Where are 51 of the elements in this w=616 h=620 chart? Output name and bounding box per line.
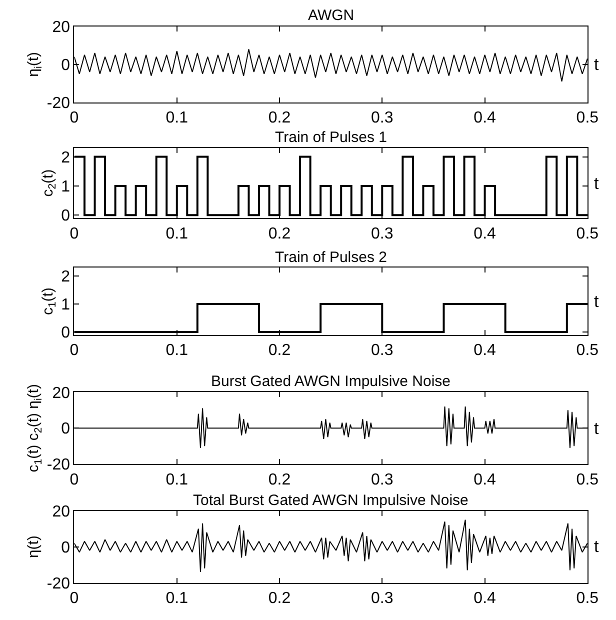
x-tick-label: 0.5 — [576, 471, 599, 488]
x-tick-label: 0.4 — [474, 110, 496, 127]
x-tick-label: 0.3 — [371, 342, 394, 359]
x-tick-label: 0.5 — [576, 590, 599, 607]
y-tick-label: 0 — [61, 420, 70, 438]
y-tick-label: 1 — [61, 178, 70, 196]
x-tick-label: 0.1 — [166, 590, 188, 607]
x-tick-label: 0.3 — [371, 471, 394, 488]
y-axis-title: η(t) — [25, 536, 42, 558]
y-tick-label: 0 — [61, 539, 70, 556]
x-tick-label: 0.4 — [474, 225, 496, 242]
y-tick-label: 0 — [61, 56, 70, 74]
y-tick-label: 20 — [52, 503, 70, 520]
x-tick-label: 0.3 — [371, 225, 394, 242]
x-tick-label: 0.2 — [268, 471, 291, 488]
x-tick-label: 0.2 — [268, 225, 291, 242]
y-tick-label: 20 — [52, 384, 70, 402]
x-tick-label: 0.1 — [166, 110, 188, 127]
x-tick-label: 0.3 — [371, 110, 394, 127]
chart-title: Burst Gated AWGN Impulsive Noise — [211, 373, 451, 390]
chart-title: Train of Pulses 1 — [275, 129, 387, 146]
y-tick-label: -20 — [46, 575, 70, 592]
y-tick-label: 0 — [61, 208, 70, 225]
x-tick-label: 0.5 — [576, 342, 599, 359]
x-axis-title: t — [594, 292, 599, 311]
x-axis-title: t — [594, 419, 599, 438]
chart-title: AWGN — [308, 7, 354, 24]
y-tick-label: 0 — [61, 324, 70, 342]
x-axis-title: t — [594, 537, 599, 556]
x-tick-label: 0.2 — [268, 590, 291, 607]
x-tick-label: 0.5 — [576, 225, 599, 242]
x-tick-label: 0.2 — [268, 342, 291, 359]
x-tick-label: 0.2 — [268, 110, 291, 127]
y-tick-label: 1 — [61, 296, 70, 314]
x-tick-label: 0.4 — [474, 342, 496, 359]
x-tick-label: 0.3 — [371, 590, 394, 607]
y-tick-label: -20 — [46, 456, 70, 474]
x-tick-label: 0.1 — [166, 225, 188, 242]
x-tick-label: 0.4 — [474, 471, 496, 488]
x-tick-label: 0.5 — [576, 110, 599, 127]
x-axis-title: t — [594, 55, 599, 74]
y-tick-label: -20 — [46, 94, 70, 112]
chart-title: Train of Pulses 2 — [275, 249, 387, 266]
y-tick-label: 2 — [61, 149, 70, 166]
x-tick-label: 0.1 — [166, 342, 188, 359]
y-tick-label: 2 — [61, 268, 70, 286]
x-tick-label: 0.4 — [474, 590, 496, 607]
x-axis-title: t — [594, 174, 599, 193]
x-tick-label: 0.1 — [166, 471, 188, 488]
chart-title: Total Burst Gated AWGN Impulsive Noise — [193, 492, 468, 509]
y-tick-label: 20 — [52, 19, 70, 36]
